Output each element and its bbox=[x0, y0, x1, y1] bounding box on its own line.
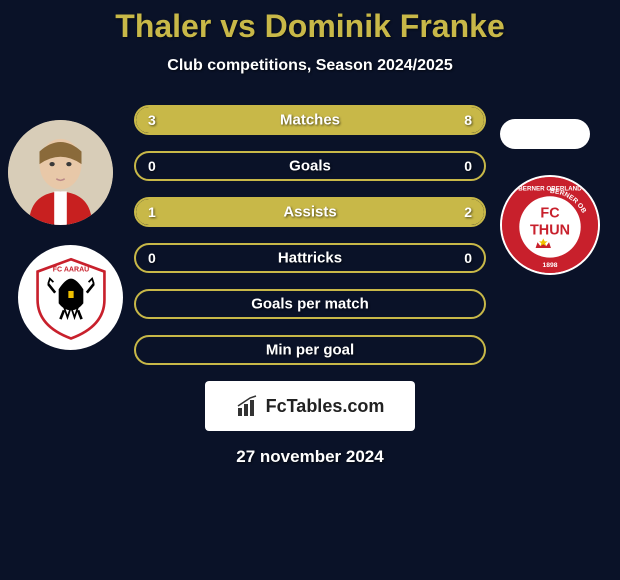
footer-date: 27 november 2024 bbox=[0, 447, 620, 467]
stat-row: Min per goal bbox=[134, 335, 486, 365]
svg-text:THUN: THUN bbox=[530, 223, 570, 239]
player-left-avatar bbox=[8, 120, 113, 225]
svg-text:1898: 1898 bbox=[543, 262, 558, 269]
brand-badge: FcTables.com bbox=[205, 381, 415, 431]
stat-label: Assists bbox=[136, 204, 484, 221]
page-subtitle: Club competitions, Season 2024/2025 bbox=[0, 57, 620, 75]
stat-row: Goals per match bbox=[134, 289, 486, 319]
stat-rows: 38Matches 00Goals 12Assists 00Hattricks Goal… bbox=[134, 105, 486, 365]
stat-label: Min per goal bbox=[136, 342, 484, 359]
player-right-avatar bbox=[500, 119, 590, 149]
stat-label: Matches bbox=[136, 112, 484, 129]
svg-text:FC: FC bbox=[540, 205, 559, 221]
stat-label: Goals bbox=[136, 158, 484, 175]
stat-row: 38Matches bbox=[134, 105, 486, 135]
comparison-area: FC AARAU BERNER OBERLAND BERNER OBERLAND bbox=[0, 105, 620, 365]
club-right-badge: BERNER OBERLAND BERNER OBERLAND FC THUN … bbox=[500, 175, 600, 275]
club-left-badge: FC AARAU bbox=[18, 245, 123, 350]
stat-label: Hattricks bbox=[136, 250, 484, 267]
brand-text: FcTables.com bbox=[266, 396, 385, 417]
stat-row: 12Assists bbox=[134, 197, 486, 227]
page-title: Thaler vs Dominik Franke bbox=[0, 0, 620, 45]
svg-text:FC AARAU: FC AARAU bbox=[52, 266, 88, 273]
stat-row: 00Goals bbox=[134, 151, 486, 181]
stat-row: 00Hattricks bbox=[134, 243, 486, 273]
stat-label: Goals per match bbox=[136, 296, 484, 313]
chart-icon bbox=[236, 394, 260, 418]
svg-text:BERNER OBERLAND: BERNER OBERLAND bbox=[518, 185, 582, 192]
